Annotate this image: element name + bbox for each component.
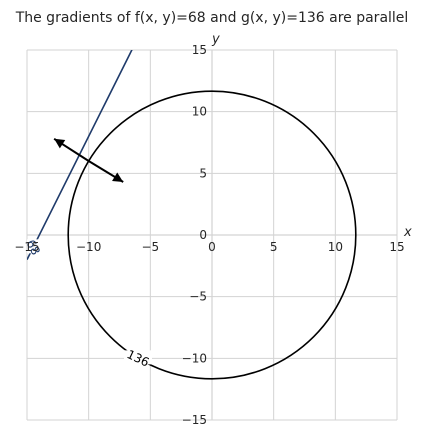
y-tick-label: 5 xyxy=(199,166,207,180)
y-axis-label: y xyxy=(211,32,220,47)
contour-label: 68 xyxy=(23,237,43,257)
x-tick-label: 0 xyxy=(208,240,216,254)
contour-circle-136 xyxy=(67,90,357,380)
contour-label-bg xyxy=(124,350,152,365)
y-tick-label: −5 xyxy=(189,290,207,304)
y-tick-label: −15 xyxy=(182,413,207,427)
chart-title: The gradients of f(x, y)=68 and g(x, y)=… xyxy=(15,10,409,26)
tick-labels: −15 −10 −5 0 5 10 15 −15 −10 −5 0 5 10 15 xyxy=(14,43,404,427)
y-tick-label: 15 xyxy=(192,43,207,57)
contour-label-bg xyxy=(27,239,44,254)
y-tick-label: 10 xyxy=(192,105,207,119)
x-tick-label: 5 xyxy=(270,240,278,254)
contour-line-68 xyxy=(27,50,133,261)
x-tick-label: −15 xyxy=(14,240,39,254)
x-tick-label: −5 xyxy=(141,240,159,254)
x-axis-label: x xyxy=(403,225,412,240)
x-tick-label: 10 xyxy=(328,240,343,254)
gradient-arrow-head xyxy=(112,172,124,182)
y-tick-label: −10 xyxy=(182,351,207,365)
x-tick-label: −10 xyxy=(76,240,101,254)
gradient-arrow-head xyxy=(54,138,66,149)
x-tick-label: 15 xyxy=(389,240,404,254)
y-tick-label: 0 xyxy=(199,228,207,242)
axes xyxy=(27,50,397,420)
